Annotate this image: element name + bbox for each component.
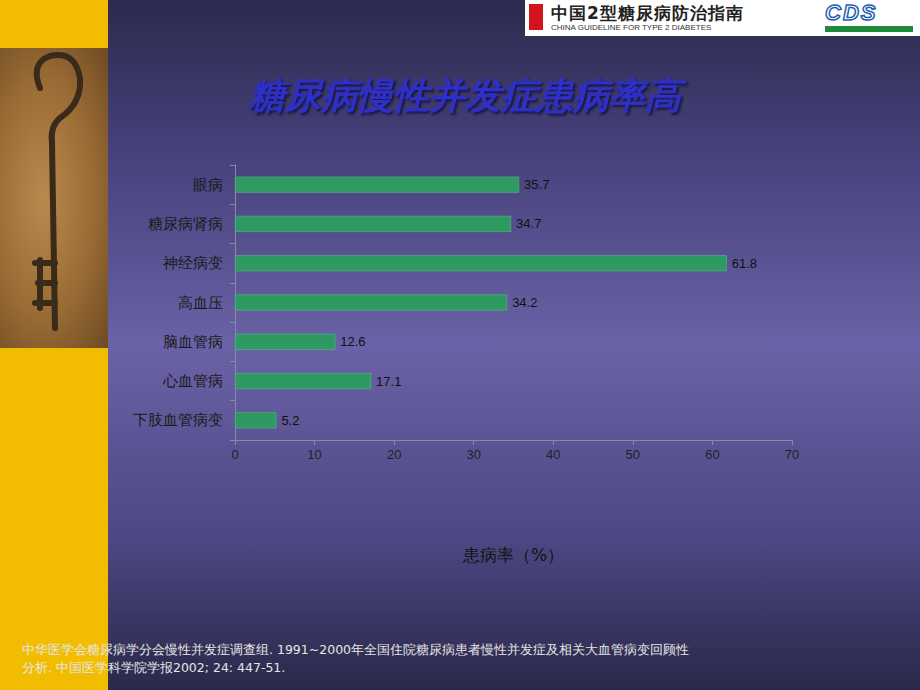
svg-text:35.7: 35.7 bbox=[524, 177, 549, 192]
html-text:CDS: CDS bbox=[825, 0, 878, 25]
svg-text:糖尿病慢性并发症患病率高: 糖尿病慢性并发症患病率高 bbox=[248, 75, 687, 116]
svg-text:高血压: 高血压 bbox=[178, 294, 223, 312]
svg-text:20: 20 bbox=[387, 447, 401, 462]
svg-text:30: 30 bbox=[466, 447, 480, 462]
svg-text:70: 70 bbox=[785, 447, 799, 462]
svg-text:5.2: 5.2 bbox=[281, 413, 299, 428]
svg-text:心血管病: 心血管病 bbox=[162, 372, 223, 390]
svg-text:60: 60 bbox=[705, 447, 719, 462]
html-text:中华医学会糖尿病学分会慢性并发症调查组. 1991~2000: 中华医学会糖尿病学分会慢性并发症调查组. 1991~2000年全国住院糖尿病患者… bbox=[22, 642, 689, 675]
svg-text:40: 40 bbox=[546, 447, 560, 462]
svg-text:患病率（%）: 患病率（%） bbox=[462, 545, 564, 565]
svg-text:12.6: 12.6 bbox=[340, 334, 365, 349]
html-text:中国2型糖尿病防治指南: 中国2型糖尿病防治指南 bbox=[551, 3, 744, 23]
svg-text:神经病变: 神经病变 bbox=[163, 254, 223, 272]
svg-text:糖尿病肾病: 糖尿病肾病 bbox=[148, 215, 223, 233]
svg-text:下肢血管病变: 下肢血管病变 bbox=[133, 411, 223, 429]
svg-text:17.1: 17.1 bbox=[376, 374, 401, 389]
svg-text:10: 10 bbox=[307, 447, 321, 462]
html-text:CHINA GUIDELINE FOR TYPE 2 DIA: CHINA GUIDELINE FOR TYPE 2 DIABETES bbox=[551, 23, 712, 32]
svg-text:50: 50 bbox=[626, 447, 640, 462]
svg-text:0: 0 bbox=[231, 447, 238, 462]
svg-text:脑血管病: 脑血管病 bbox=[163, 333, 223, 351]
svg-text:61.8: 61.8 bbox=[732, 256, 757, 271]
svg-text:眼病: 眼病 bbox=[193, 176, 223, 194]
svg-text:34.7: 34.7 bbox=[516, 216, 541, 231]
svg-text:34.2: 34.2 bbox=[512, 295, 537, 310]
